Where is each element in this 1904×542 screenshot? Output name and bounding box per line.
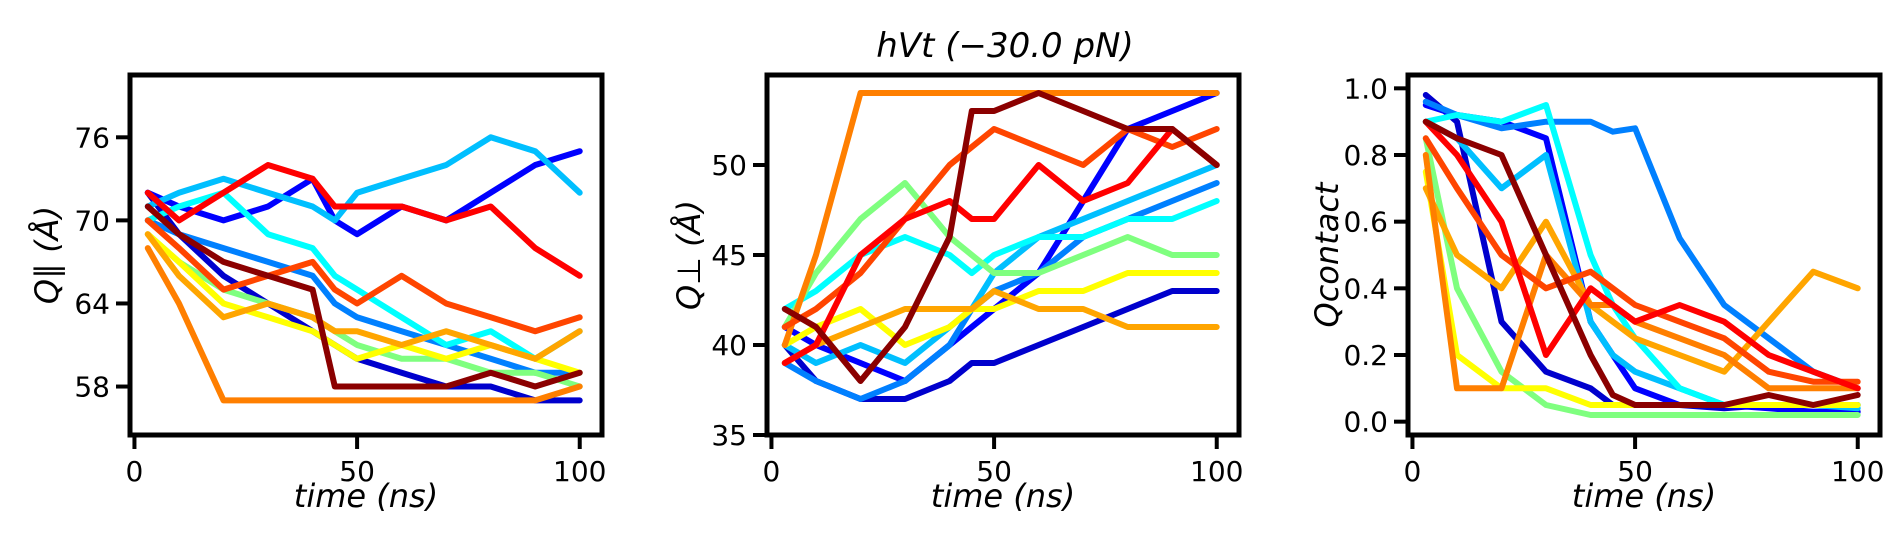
y-tick-label: 40 [711, 329, 747, 362]
x-tick-label: 50 [1617, 455, 1653, 488]
series-group [144, 134, 583, 404]
y-tick-label: 35 [711, 419, 747, 452]
y-tick-label: 1.0 [1343, 72, 1388, 105]
y-tick-label: 0.0 [1343, 406, 1388, 439]
series-line-7 [781, 270, 1220, 348]
y-axis-label: Q∥ (Å) [28, 206, 66, 304]
panel-q-parallel: 0 50 100 58 64 70 76 time (ns) Q∥ (Å) [28, 72, 606, 515]
x-axis-label: time (ns) [931, 477, 1075, 515]
y-tick-label: 0.8 [1343, 139, 1388, 172]
x-tick-label: 100 [1831, 455, 1884, 488]
series-line-8 [1422, 185, 1861, 375]
y-tick-label: 0.4 [1343, 272, 1388, 305]
panel-q-contact: 0 50 100 0.0 0.2 0.4 0.6 0.8 1.0 time (ns) Qcont… [1308, 72, 1884, 515]
series-line-6 [781, 180, 1220, 330]
panel-q-perpendicular: 0 50 100 35 40 45 50 time (ns) Q⊥ (Å) [670, 72, 1243, 515]
tick-group: 0 50 100 58 64 70 76 [74, 121, 606, 488]
series-line-3 [144, 217, 583, 376]
y-tick-label: 64 [74, 287, 110, 320]
series-line-8 [781, 288, 1220, 366]
series-line-9 [144, 245, 583, 404]
x-tick-label: 100 [553, 455, 606, 488]
x-tick-label: 100 [1190, 455, 1243, 488]
series-line-12 [1422, 118, 1861, 408]
x-tick-label: 0 [763, 455, 781, 488]
series-line-11 [1422, 118, 1861, 392]
series-line-2 [144, 148, 583, 238]
series-line-10 [144, 217, 583, 335]
series-line-12 [144, 203, 583, 390]
y-tick-label: 70 [74, 204, 110, 237]
series-line-4 [781, 162, 1220, 366]
y-axis-label: Qcontact [1308, 181, 1346, 327]
plot-frame [1405, 72, 1883, 438]
series-line-12 [781, 90, 1220, 384]
plot-frame [127, 72, 605, 438]
x-axis-label: time (ns) [1572, 477, 1716, 515]
tick-group: 0 50 100 35 40 45 50 [711, 149, 1243, 488]
series-line-6 [1422, 135, 1861, 418]
series-line-9 [781, 90, 1220, 348]
series-line-11 [144, 162, 583, 279]
series-group [1422, 92, 1861, 418]
y-tick-label: 0.6 [1343, 206, 1388, 239]
x-tick-label: 0 [126, 455, 144, 488]
y-tick-label: 0.2 [1343, 339, 1388, 372]
y-tick-label: 58 [74, 371, 110, 404]
series-line-3 [1422, 98, 1861, 392]
series-line-11 [781, 126, 1220, 366]
series-line-8 [144, 231, 583, 362]
x-axis-label: time (ns) [294, 477, 438, 515]
y-tick-label: 76 [74, 121, 110, 154]
tick-group: 0 50 100 0.0 0.2 0.4 0.6 0.8 1.0 [1343, 72, 1884, 488]
x-tick-label: 0 [1404, 455, 1422, 488]
series-line-10 [1422, 135, 1861, 385]
x-tick-label: 50 [339, 455, 375, 488]
series-group [781, 90, 1220, 402]
series-line-7 [1422, 168, 1861, 408]
y-tick-label: 50 [711, 149, 747, 182]
x-tick-label: 50 [976, 455, 1012, 488]
y-tick-label: 45 [711, 239, 747, 272]
figure-title: hVt (−30.0 pN) [876, 26, 1134, 66]
y-axis-label: Q⊥ (Å) [670, 200, 708, 310]
